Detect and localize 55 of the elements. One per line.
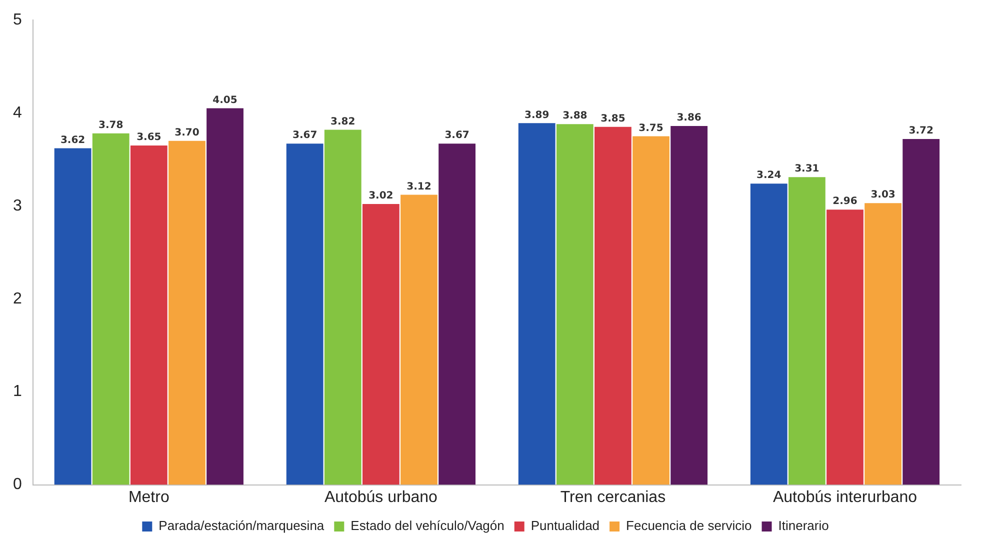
data-label: 3.75 — [638, 122, 664, 134]
bar — [902, 138, 940, 485]
y-tick-label: 3 — [12, 197, 22, 214]
x-tick-label: Autobús interurbano — [772, 488, 918, 506]
data-label: 3.31 — [794, 164, 820, 175]
y-tick-label: 0 — [12, 476, 22, 494]
bar — [324, 130, 362, 485]
data-label: 3.65 — [136, 132, 162, 144]
bar — [438, 144, 476, 485]
legend-label: Estado del vehículo/Vagón — [350, 518, 504, 534]
bar — [594, 126, 632, 485]
bar — [670, 126, 708, 485]
data-label: 3.85 — [600, 114, 626, 124]
data-label: 3.82 — [330, 116, 356, 128]
data-label: 3.24 — [756, 170, 782, 182]
data-label: 3.67 — [292, 130, 318, 142]
x-tick-label: Metro — [128, 488, 170, 506]
data-label: 3.02 — [368, 190, 394, 202]
legend-label: Puntualidad — [530, 518, 600, 534]
bar — [400, 194, 438, 485]
data-label: 3.89 — [524, 110, 550, 121]
data-label: 3.78 — [98, 120, 124, 132]
x-tick-label: Tren cercanias — [560, 488, 666, 506]
data-label: 3.86 — [676, 112, 702, 124]
bar — [864, 203, 902, 485]
bar — [788, 177, 826, 485]
legend-label: Parada/estación/marquesina — [158, 518, 325, 534]
bar — [54, 148, 92, 485]
bar — [518, 123, 556, 485]
bar — [130, 145, 168, 485]
legend-label: Itinerario — [778, 518, 829, 534]
bar — [632, 136, 670, 485]
bar — [206, 108, 244, 485]
data-label: 3.03 — [870, 190, 896, 201]
data-label: 3.70 — [174, 127, 200, 138]
y-tick-label: 2 — [12, 290, 22, 308]
bar — [92, 133, 130, 485]
bar — [750, 184, 788, 485]
data-label: 3.72 — [908, 126, 934, 137]
data-label: 2.96 — [832, 196, 858, 208]
legend-label: Fecuencia de servicio — [626, 518, 752, 534]
x-tick-label: Autobús urbano — [324, 488, 438, 506]
data-label: 4.05 — [212, 94, 238, 106]
bar — [286, 144, 324, 485]
y-tick-label: 5 — [12, 11, 22, 28]
y-tick-label: 4 — [12, 104, 22, 122]
data-label: 3.88 — [562, 110, 588, 122]
bar — [168, 140, 206, 485]
y-tick-label: 1 — [12, 383, 22, 400]
data-label: 3.12 — [406, 181, 432, 192]
data-label: 3.67 — [444, 130, 470, 142]
bar — [362, 204, 400, 485]
bar — [556, 124, 594, 485]
bar — [826, 210, 864, 485]
data-label: 3.62 — [60, 134, 86, 146]
